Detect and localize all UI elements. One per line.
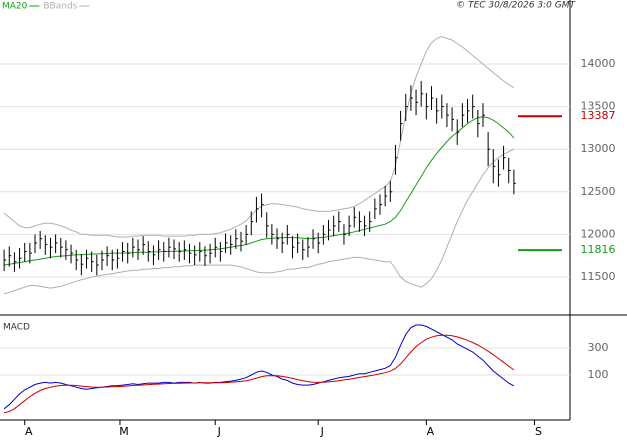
x-tick-label: S — [535, 425, 542, 438]
y-tick-label: 12500 — [581, 185, 616, 198]
level-label: 11816 — [581, 243, 616, 256]
x-tick-label: A — [427, 425, 435, 438]
y-tick-label: 14000 — [581, 57, 616, 70]
macd-line — [3, 334, 515, 414]
band-upper — [3, 36, 515, 238]
x-tick-label: J — [217, 425, 221, 438]
x-tick-label: A — [25, 425, 33, 438]
legend-label: BBands — [43, 2, 77, 12]
copyright: © TEC 30/8/2026 3:0 GMT — [456, 1, 576, 11]
ma-line — [4, 116, 515, 266]
legend-label: MA20 — [2, 2, 28, 12]
y-tick-label: 13000 — [581, 142, 616, 155]
y-tick-label: 13500 — [581, 100, 616, 113]
panel-title: MACD — [3, 323, 30, 333]
level-label: 13387 — [581, 109, 616, 122]
band-lower — [3, 148, 515, 295]
x-tick-label: M — [119, 425, 129, 438]
y-tick-label: 11500 — [581, 270, 616, 283]
y-tick-label: 100 — [588, 368, 609, 381]
x-tick-label: J — [320, 425, 324, 438]
macd-line — [3, 324, 515, 410]
y-tick-label: 12000 — [581, 227, 616, 240]
y-tick-label: 300 — [588, 341, 609, 354]
